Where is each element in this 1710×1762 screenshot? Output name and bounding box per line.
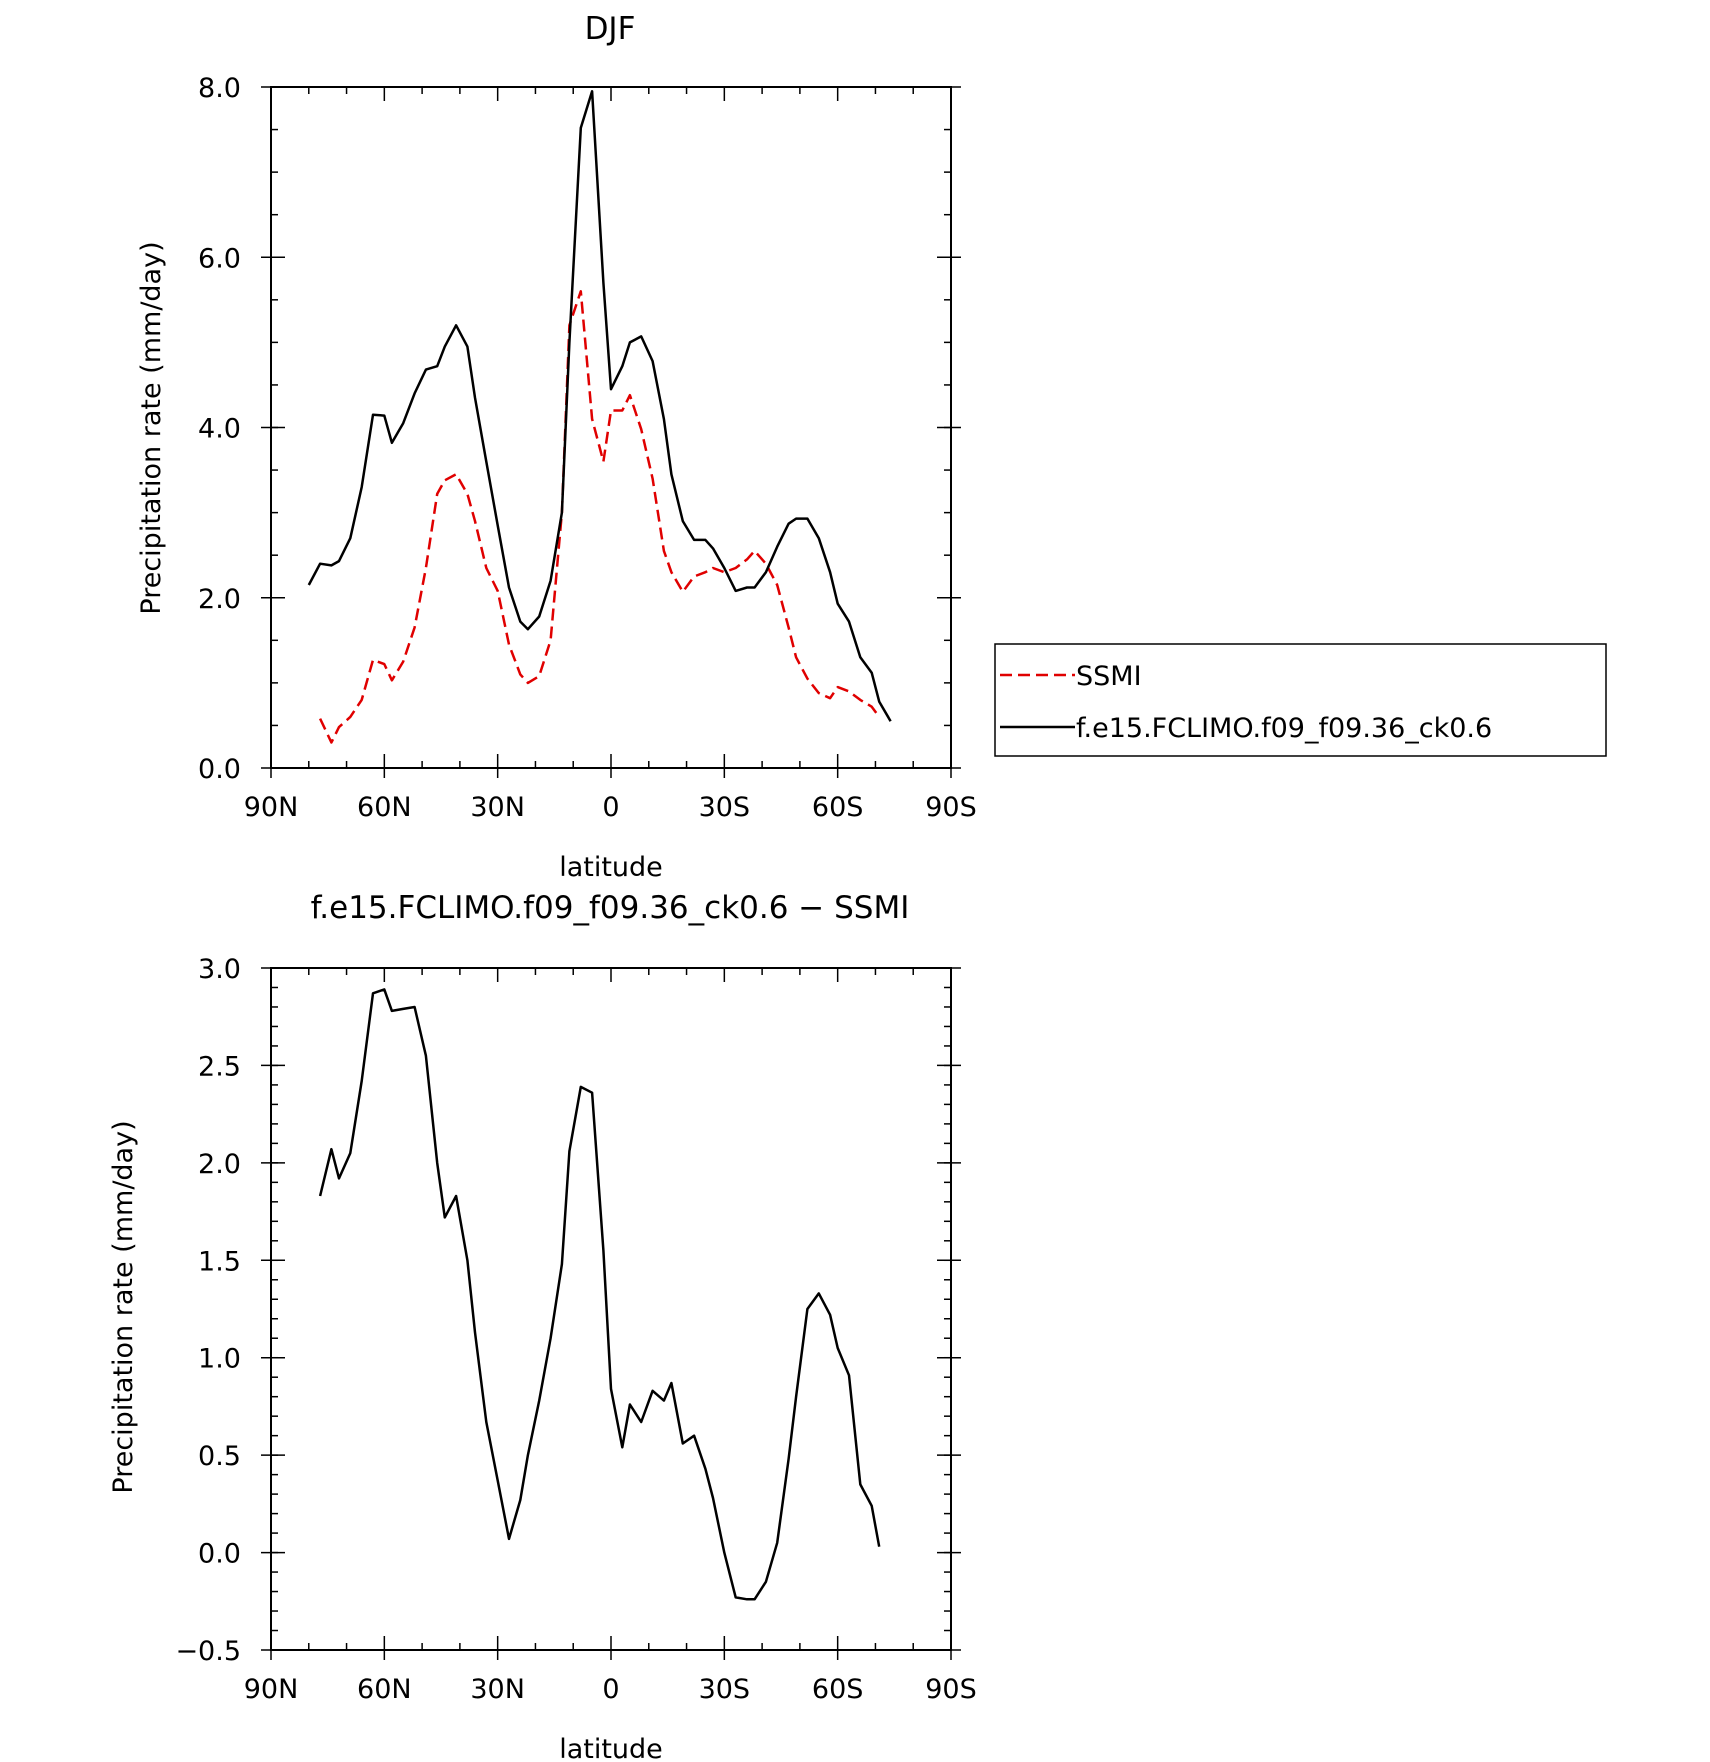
top-plot-frame	[270, 86, 952, 769]
legend-box	[994, 643, 1607, 757]
series-line-difference	[318, 988, 881, 1601]
y-tick-label: −0.5	[175, 1636, 241, 1667]
y-tick-label: 1.5	[198, 1246, 241, 1277]
x-tick-label: 90S	[925, 1674, 977, 1705]
bottom-series-lines	[318, 988, 881, 1601]
y-tick-label: 0.0	[198, 754, 241, 785]
x-tick-label: 0	[602, 792, 619, 823]
y-tick-label: 4.0	[198, 414, 241, 445]
legend: SSMI f.e15.FCLIMO.f09_f09.36_ck0.6	[994, 643, 1607, 757]
bottom-y-tick-labels: −0.5 0.0 0.5 1.0 1.5 2.0 2.5 3.0	[175, 954, 241, 1667]
top-axis-ticks	[261, 86, 961, 778]
x-tick-label: 90N	[244, 792, 299, 823]
x-tick-label: 90S	[925, 792, 977, 823]
y-tick-label: 1.0	[198, 1344, 241, 1375]
bottom-panel-difference: f.e15.FCLIMO.f09_f09.36_ck0.6 − SSMI 90N…	[108, 890, 977, 1762]
top-series-lines	[307, 90, 892, 744]
bottom-y-axis-label: Precipitation rate (mm/day)	[108, 1120, 139, 1493]
y-tick-label: 2.0	[198, 1149, 241, 1180]
x-tick-label: 0	[602, 1674, 619, 1705]
y-tick-label: 2.5	[198, 1051, 241, 1082]
y-tick-label: 0.0	[198, 1539, 241, 1570]
x-tick-label: 30S	[699, 792, 751, 823]
bottom-chart-title: f.e15.FCLIMO.f09_f09.36_ck0.6 − SSMI	[311, 890, 910, 926]
x-tick-label: 90N	[244, 1674, 299, 1705]
series-line-f-e15-fclimo-f09-f09-36-ck0-6	[307, 90, 892, 722]
x-tick-label: 60N	[357, 1674, 412, 1705]
top-panel-djf: DJF 90N 60N 30N 0 30S 60S 90S 0.02.04.06.08.0 …	[136, 11, 1607, 883]
top-y-axis-label: Precipitation rate (mm/day)	[136, 241, 167, 614]
y-tick-label: 6.0	[198, 243, 241, 274]
x-tick-label: 30N	[470, 792, 525, 823]
top-chart-title: DJF	[585, 11, 636, 47]
y-tick-label: 3.0	[198, 954, 241, 985]
legend-label-model: f.e15.FCLIMO.f09_f09.36_ck0.6	[1076, 713, 1492, 744]
x-tick-label: 60N	[357, 792, 412, 823]
top-x-axis-label: latitude	[559, 852, 663, 883]
x-tick-label: 30S	[699, 1674, 751, 1705]
legend-label-ssmi: SSMI	[1076, 661, 1142, 692]
top-x-tick-labels: 90N 60N 30N 0 30S 60S 90S	[244, 792, 977, 823]
y-tick-label: 0.5	[198, 1441, 241, 1472]
x-tick-label: 60S	[812, 1674, 864, 1705]
bottom-x-axis-label: latitude	[559, 1734, 663, 1762]
bottom-x-tick-labels: 90N 60N 30N 0 30S 60S 90S	[244, 1674, 977, 1705]
x-tick-label: 60S	[812, 792, 864, 823]
y-tick-label: 8.0	[198, 73, 241, 104]
bottom-axis-ticks	[261, 967, 961, 1660]
top-y-tick-labels: 0.0 2.0 4.0 6.0 8.0	[198, 73, 241, 785]
series-line-ssmi	[318, 290, 881, 744]
y-tick-label: 2.0	[198, 584, 241, 615]
bottom-plot-frame	[270, 967, 952, 1651]
x-tick-label: 30N	[470, 1674, 525, 1705]
